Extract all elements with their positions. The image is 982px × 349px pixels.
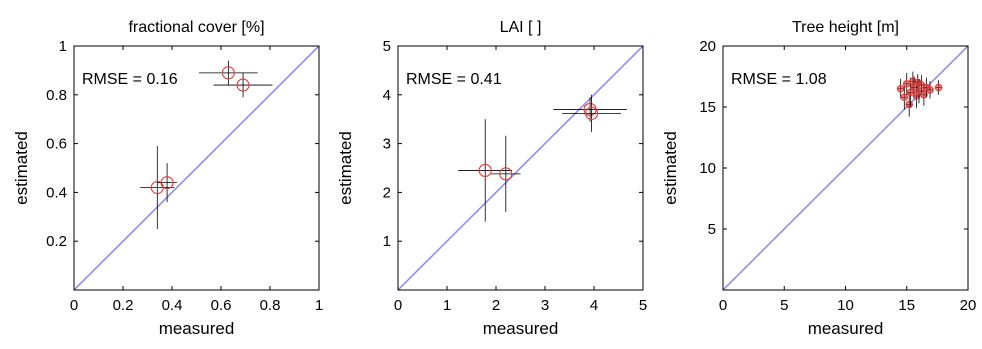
x-tick-label: 0.2 bbox=[113, 297, 134, 314]
y-axis-label: estimated bbox=[336, 131, 355, 205]
x-tick-label: 0.4 bbox=[162, 297, 183, 314]
point-marker bbox=[910, 83, 918, 92]
x-tick-label: 10 bbox=[837, 297, 854, 314]
point-marker bbox=[499, 167, 513, 181]
panel-tree-height: 0 5 10 15 20 5 10 15 20 Tree height [m] measured es… bbox=[661, 19, 976, 338]
y-tick-label: 15 bbox=[699, 99, 716, 116]
y-tick-label: 0.6 bbox=[46, 136, 67, 153]
axes-box bbox=[397, 45, 644, 291]
y-tick-label: 0.4 bbox=[46, 184, 67, 201]
data-point bbox=[934, 80, 943, 95]
x-tick-label: 1 bbox=[443, 297, 451, 314]
point-marker bbox=[896, 84, 905, 93]
point-marker bbox=[478, 163, 492, 177]
chart-title: Tree height [m] bbox=[792, 19, 899, 36]
data-point bbox=[900, 85, 909, 110]
point-marker bbox=[900, 93, 909, 101]
data-point bbox=[553, 97, 627, 122]
x-tick-label: 20 bbox=[960, 297, 977, 314]
point-marker bbox=[905, 100, 913, 109]
chart-title: LAI [ ] bbox=[500, 19, 542, 36]
data-point bbox=[157, 163, 177, 203]
x-axis-label: measured bbox=[808, 319, 884, 338]
y-tick-label: 0.2 bbox=[46, 233, 67, 250]
point-marker bbox=[934, 83, 943, 92]
data-point bbox=[902, 72, 911, 95]
x-axis-label: measured bbox=[483, 319, 559, 338]
x-tick-label: 5 bbox=[780, 297, 788, 314]
point-marker bbox=[926, 86, 934, 94]
point-marker bbox=[920, 91, 928, 99]
point-marker bbox=[584, 106, 599, 120]
rmse-annotation: RMSE = 0.41 bbox=[406, 71, 502, 88]
one-to-one-line bbox=[398, 46, 643, 290]
panel-lai: 0 1 2 3 4 5 1 2 3 4 5 LAI [ ] measured estimated RMSE … bbox=[336, 19, 647, 338]
x-axis-label: measured bbox=[159, 319, 235, 338]
x-tick-label: 0 bbox=[394, 297, 402, 314]
x-tick-label: 4 bbox=[590, 297, 598, 314]
point-marker bbox=[915, 87, 923, 95]
x-tick-label: 2 bbox=[492, 297, 500, 314]
point-marker bbox=[906, 88, 915, 97]
y-tick-label: 1 bbox=[59, 38, 67, 55]
x-tick-label: 5 bbox=[639, 297, 647, 314]
y-tick-label: 5 bbox=[383, 38, 391, 55]
data-point bbox=[562, 94, 621, 132]
data-point bbox=[213, 72, 273, 98]
y-tick-label: 2 bbox=[383, 184, 391, 201]
x-tick-label: 0 bbox=[719, 297, 727, 314]
y-axis-label: estimated bbox=[661, 131, 680, 205]
data-point bbox=[896, 78, 905, 99]
y-tick-label: 20 bbox=[699, 38, 716, 55]
data-point bbox=[458, 119, 513, 222]
y-tick-label: 3 bbox=[383, 136, 391, 153]
point-marker bbox=[902, 80, 911, 88]
x-tick-label: 0.6 bbox=[211, 297, 232, 314]
data-point bbox=[198, 60, 258, 86]
x-tick-label: 0 bbox=[70, 297, 78, 314]
x-tick-label: 3 bbox=[541, 297, 549, 314]
y-tick-label: 4 bbox=[383, 87, 391, 104]
x-tick-label: 1 bbox=[315, 297, 323, 314]
data-point bbox=[140, 146, 175, 229]
axes-box bbox=[73, 45, 320, 291]
point-marker bbox=[221, 66, 235, 80]
x-tick-label: 15 bbox=[898, 297, 915, 314]
y-axis-label: estimated bbox=[12, 131, 31, 205]
data-point bbox=[491, 135, 521, 212]
y-tick-label: 10 bbox=[699, 160, 716, 177]
y-tick-label: 5 bbox=[708, 221, 716, 238]
rmse-annotation: RMSE = 1.08 bbox=[731, 71, 827, 88]
x-tick-label: 0.8 bbox=[260, 297, 281, 314]
data-point bbox=[926, 81, 934, 99]
one-to-one-line bbox=[74, 46, 319, 290]
point-marker bbox=[236, 78, 250, 92]
chart-title: fractional cover [%] bbox=[128, 19, 264, 36]
panel-fractional-cover: 0 0.2 0.4 0.6 0.8 1 0.2 0.4 0.6 0.8 1 fractional co… bbox=[12, 19, 323, 338]
point-marker bbox=[160, 176, 174, 190]
y-tick-label: 0.8 bbox=[46, 87, 67, 104]
rmse-annotation: RMSE = 0.16 bbox=[82, 71, 178, 88]
y-tick-label: 1 bbox=[383, 233, 391, 250]
